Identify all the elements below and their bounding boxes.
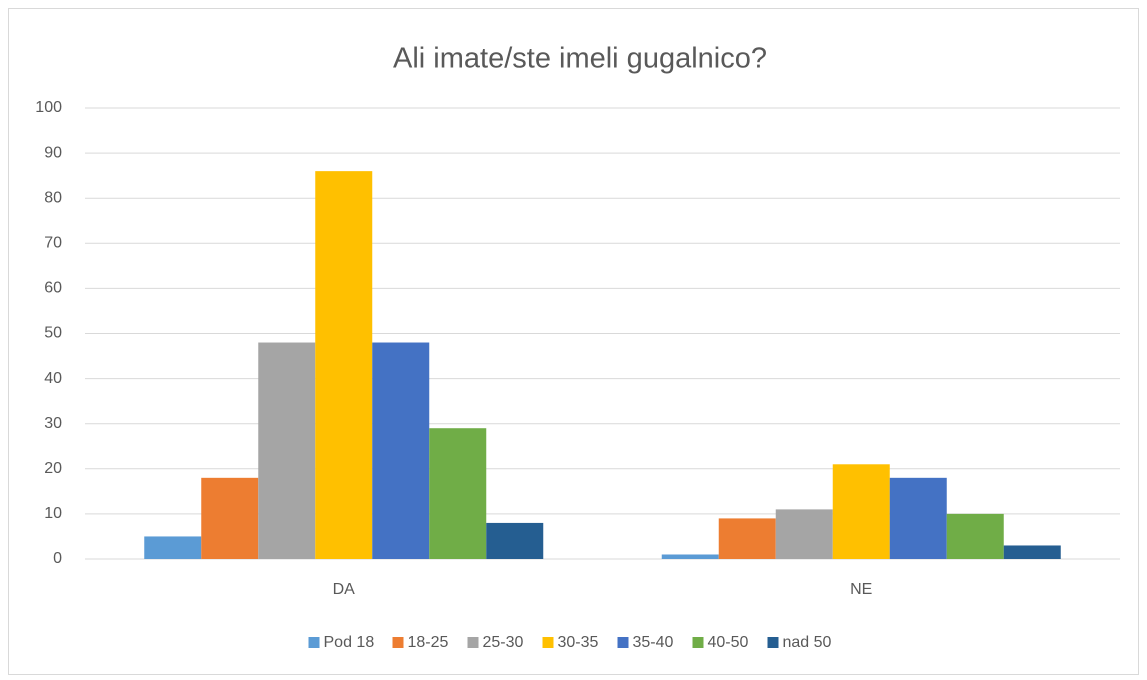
legend-label: nad 50	[783, 634, 832, 651]
legend-label: 25-30	[483, 634, 524, 651]
bar	[661, 554, 719, 559]
bar	[201, 477, 259, 559]
bar	[718, 518, 776, 559]
legend-swatch	[392, 637, 404, 648]
chart-frame	[8, 8, 1139, 675]
bar	[258, 342, 316, 559]
legend-label: 30-35	[558, 634, 599, 651]
y-tick-label: 100	[35, 99, 62, 116]
y-tick-label: 50	[44, 325, 62, 342]
y-tick-label: 40	[44, 370, 62, 387]
bar	[315, 171, 373, 559]
bar	[372, 342, 430, 559]
y-tick-label: 70	[44, 235, 62, 252]
y-tick-label: 20	[44, 460, 62, 477]
legend-label: 35-40	[633, 634, 674, 651]
bar	[889, 477, 947, 559]
x-tick-label: NE	[850, 581, 872, 598]
legend-swatch	[617, 637, 629, 648]
chart-title: Ali imate/ste imeli gugalnico?	[393, 43, 767, 75]
legend-swatch	[692, 637, 704, 648]
legend-swatch	[467, 637, 479, 648]
legend-swatch	[308, 637, 320, 648]
legend-label: 18-25	[408, 634, 449, 651]
y-tick-label: 80	[44, 189, 62, 206]
y-tick-label: 10	[44, 505, 62, 522]
y-tick-label: 90	[44, 144, 62, 161]
legend-swatch	[542, 637, 554, 648]
bar	[946, 513, 1004, 559]
bar	[775, 509, 833, 559]
legend-label: 40-50	[708, 634, 749, 651]
bar	[486, 522, 544, 559]
y-tick-label: 60	[44, 280, 62, 297]
bar	[144, 536, 202, 559]
y-tick-label: 30	[44, 415, 62, 432]
bar	[1003, 545, 1061, 559]
legend-label: Pod 18	[324, 634, 375, 651]
bar	[429, 428, 487, 559]
legend-swatch	[767, 637, 779, 648]
x-tick-label: DA	[333, 581, 356, 598]
bar	[832, 464, 890, 559]
y-tick-label: 0	[53, 550, 62, 567]
